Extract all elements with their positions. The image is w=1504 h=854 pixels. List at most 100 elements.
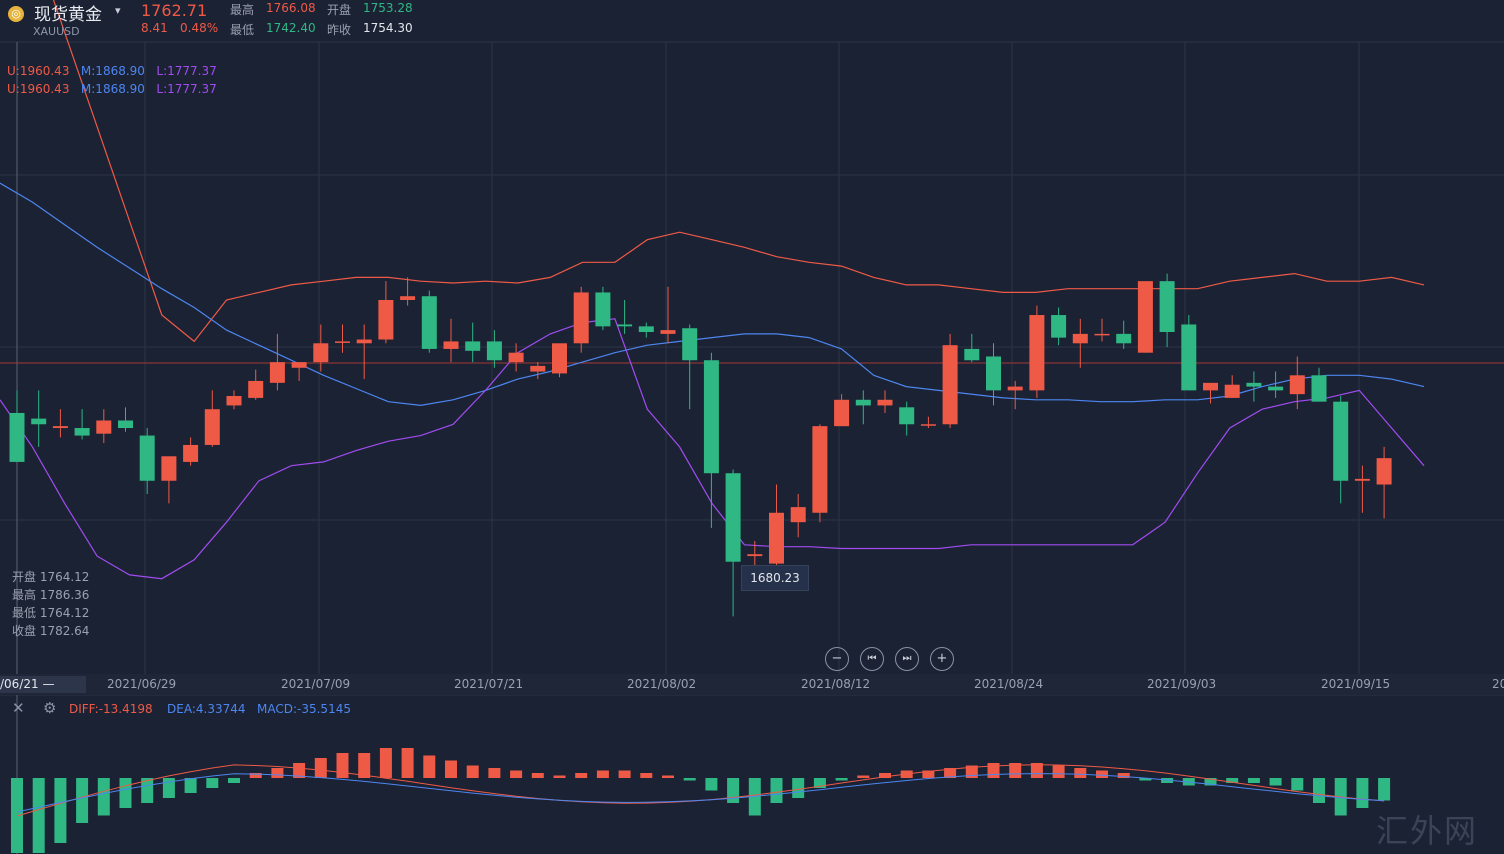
macd-bar	[1139, 778, 1152, 781]
open-value: 1753.28	[363, 1, 413, 15]
x-tick-label: 2021/07/21	[454, 677, 524, 691]
candle-body	[96, 420, 112, 434]
chevron-down-icon[interactable]: ▾	[115, 4, 121, 17]
macd-bar	[1356, 778, 1369, 808]
x-tick-label: 2021/09/15	[1321, 677, 1391, 691]
low-price-tooltip: 1680.23	[741, 565, 809, 591]
macd-bar	[640, 773, 653, 778]
ohlc-open: 开盘 1764.12	[12, 570, 90, 584]
macd-bar	[510, 770, 523, 778]
macd-bar	[987, 763, 1000, 778]
candle-body	[617, 324, 633, 327]
candle-body	[942, 345, 958, 425]
candle-body	[161, 456, 177, 481]
candle-body	[986, 356, 1001, 391]
price-change: 8.41	[141, 21, 168, 35]
candle-body	[1203, 382, 1218, 391]
candle-body	[855, 399, 871, 406]
candle-body	[834, 399, 850, 427]
x-tick-label: 2021/08/02	[627, 677, 697, 691]
candle-body	[552, 343, 567, 374]
settings-icon[interactable]: ⚙	[43, 699, 57, 717]
x-tick-label: 20	[1492, 677, 1504, 691]
macd-bar	[358, 753, 371, 778]
boll-lower: L:1777.37	[156, 82, 217, 96]
candle-body	[725, 473, 741, 562]
macd-bar	[228, 778, 240, 783]
macd-bar	[423, 755, 436, 778]
instrument-title[interactable]: 现货黄金	[34, 5, 102, 25]
candle-body	[1311, 375, 1327, 402]
scroll-start-button[interactable]: ⏮	[860, 647, 884, 671]
macd-bar	[1096, 770, 1108, 778]
candle-body	[1159, 281, 1175, 332]
candle-body	[248, 380, 264, 398]
macd-bar	[1074, 768, 1087, 778]
macd-bar	[835, 778, 848, 781]
candle-body	[183, 444, 199, 462]
scroll-end-button[interactable]: ⏭	[895, 647, 919, 671]
x-axis-crosshair-label: /06/21 —	[0, 676, 86, 693]
macd-bar	[575, 773, 588, 778]
low-label: 最低	[230, 23, 255, 37]
macd-diff: DIFF:-13.4198	[69, 702, 153, 716]
prev-close-label: 昨收	[327, 23, 352, 37]
candle-body	[74, 428, 90, 436]
macd-bar	[141, 778, 154, 803]
candle-body	[1181, 324, 1197, 391]
instrument-symbol: XAUUSD	[33, 25, 80, 38]
ohlc-close: 收盘 1782.64	[12, 624, 90, 638]
macd-bar	[466, 765, 479, 778]
macd-bar	[683, 778, 696, 781]
boll-upper: U:1960.43	[7, 82, 70, 96]
candle-body	[204, 409, 220, 445]
macd-bar	[813, 778, 826, 788]
macd-bar	[705, 778, 718, 791]
price-change-pct: 0.48%	[180, 21, 219, 35]
macd-bar	[727, 778, 740, 803]
candle-body	[31, 418, 47, 425]
macd-bar	[596, 770, 609, 778]
candle-body	[139, 435, 155, 481]
candle-body	[1029, 315, 1045, 391]
macd-bar	[97, 778, 110, 816]
candle-body	[1137, 281, 1153, 353]
last-price: 1762.71	[141, 1, 208, 20]
candle-body	[313, 343, 329, 363]
x-tick-label: 2021/08/24	[974, 677, 1044, 691]
ohlc-low: 最低 1764.12	[12, 606, 90, 620]
candle-body	[877, 399, 893, 406]
boll-lower-line	[0, 318, 1425, 580]
close-icon[interactable]: ✕	[12, 699, 25, 717]
candle-body	[1051, 315, 1067, 338]
macd-bar	[792, 778, 805, 798]
high-value: 1766.08	[266, 1, 316, 15]
zoom-in-button[interactable]: +	[930, 647, 954, 671]
candle-body	[335, 341, 350, 343]
gold-logo-icon: ◎	[8, 6, 24, 22]
macd-bar	[293, 763, 306, 778]
macd-bar	[336, 753, 349, 778]
candle-body	[703, 360, 719, 474]
candle-body	[1007, 386, 1023, 391]
macd-bar	[618, 770, 631, 778]
macd-bar	[944, 768, 957, 778]
zoom-out-button[interactable]: −	[825, 647, 849, 671]
macd-bar	[1247, 778, 1260, 783]
x-tick-label: 2021/07/09	[281, 677, 351, 691]
macd-bar	[249, 773, 262, 778]
candle-body	[508, 352, 524, 363]
open-label: 开盘	[327, 3, 352, 17]
candle-body	[378, 299, 394, 340]
candle-body	[1224, 384, 1240, 398]
x-tick-label: 2021/09/03	[1147, 677, 1217, 691]
macd-bar	[1313, 778, 1325, 803]
macd-bar	[1378, 778, 1391, 801]
boll-legend: U:1960.43 M:1868.90 L:1777.37	[7, 64, 217, 78]
macd-bar	[488, 768, 501, 778]
boll-lower: L:1777.37	[156, 64, 217, 78]
macd-bar	[770, 778, 783, 803]
candle-body	[356, 339, 372, 344]
candle-body	[400, 296, 416, 300]
